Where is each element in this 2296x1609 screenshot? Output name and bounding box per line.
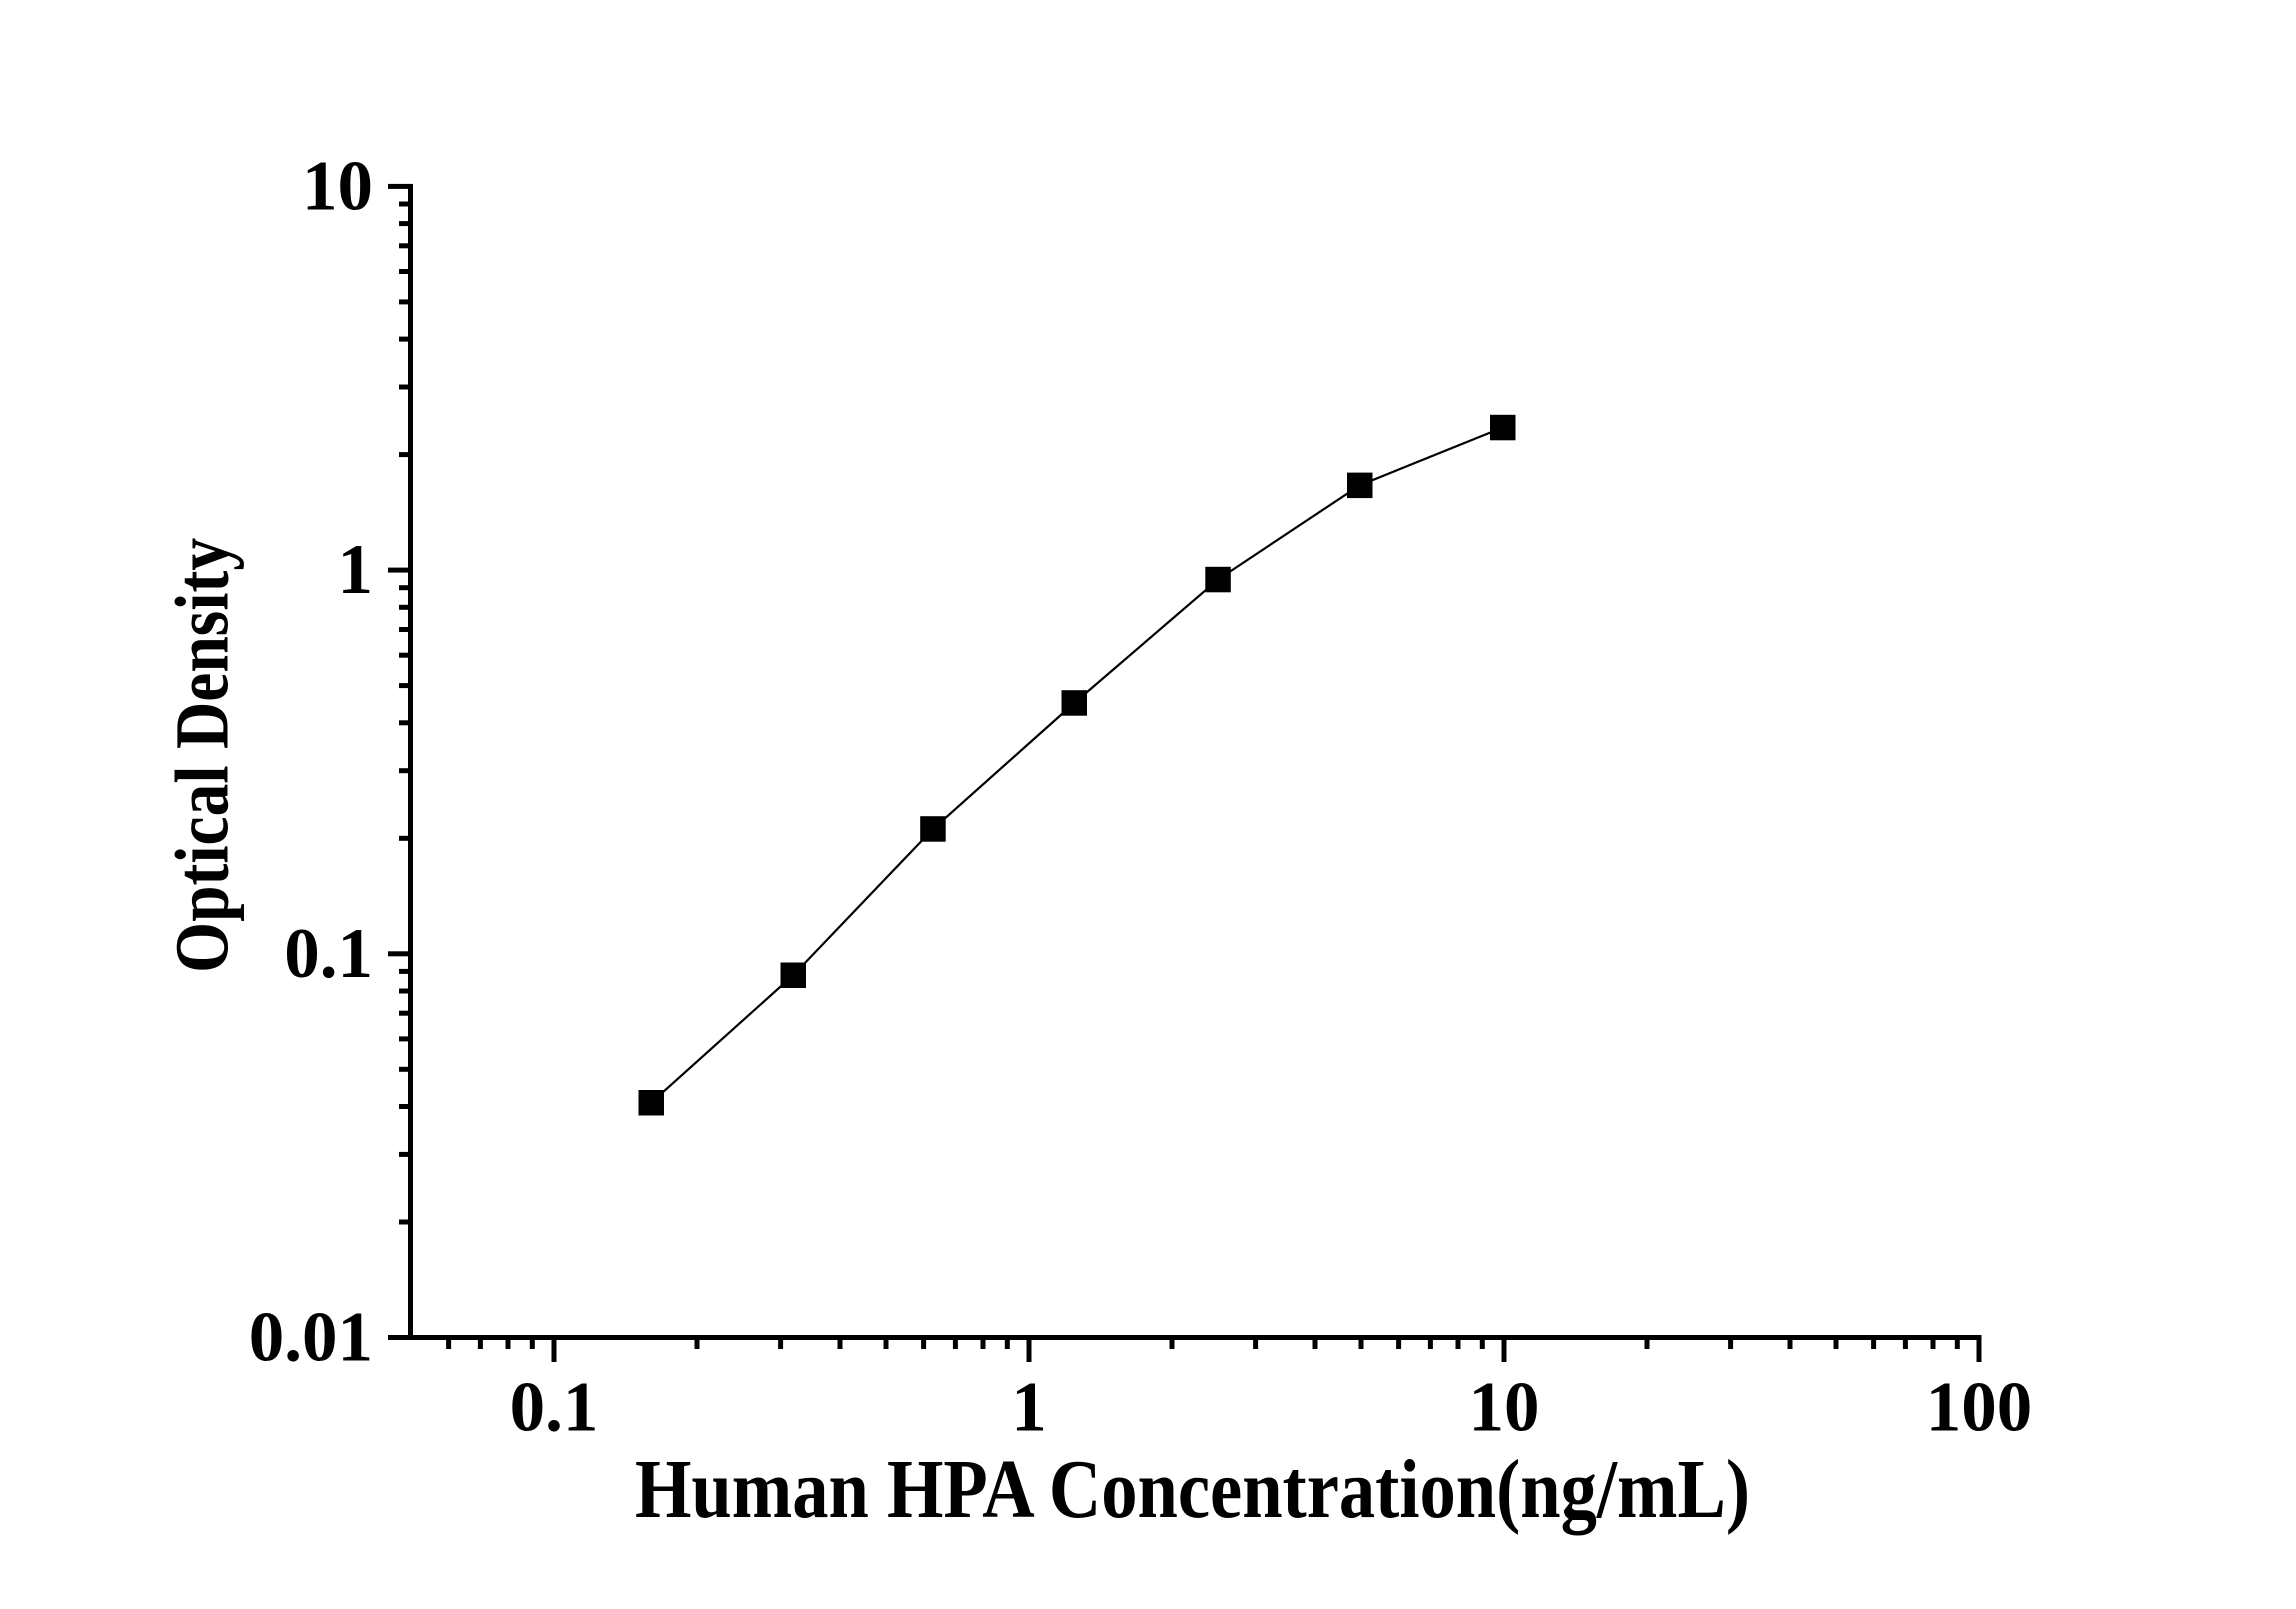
svg-text:0.01: 0.01 — [249, 1299, 373, 1377]
svg-text:Optical Density: Optical Density — [161, 538, 245, 973]
svg-text:1: 1 — [1011, 1369, 1047, 1447]
svg-text:0.1: 0.1 — [510, 1369, 599, 1447]
svg-text:100: 100 — [1926, 1369, 2033, 1447]
svg-text:1: 1 — [338, 531, 374, 609]
svg-text:Human HPA Concentration(ng/mL): Human HPA Concentration(ng/mL) — [635, 1443, 1750, 1536]
svg-text:10: 10 — [302, 147, 373, 225]
svg-text:10: 10 — [1469, 1369, 1540, 1447]
svg-text:0.1: 0.1 — [284, 915, 373, 993]
